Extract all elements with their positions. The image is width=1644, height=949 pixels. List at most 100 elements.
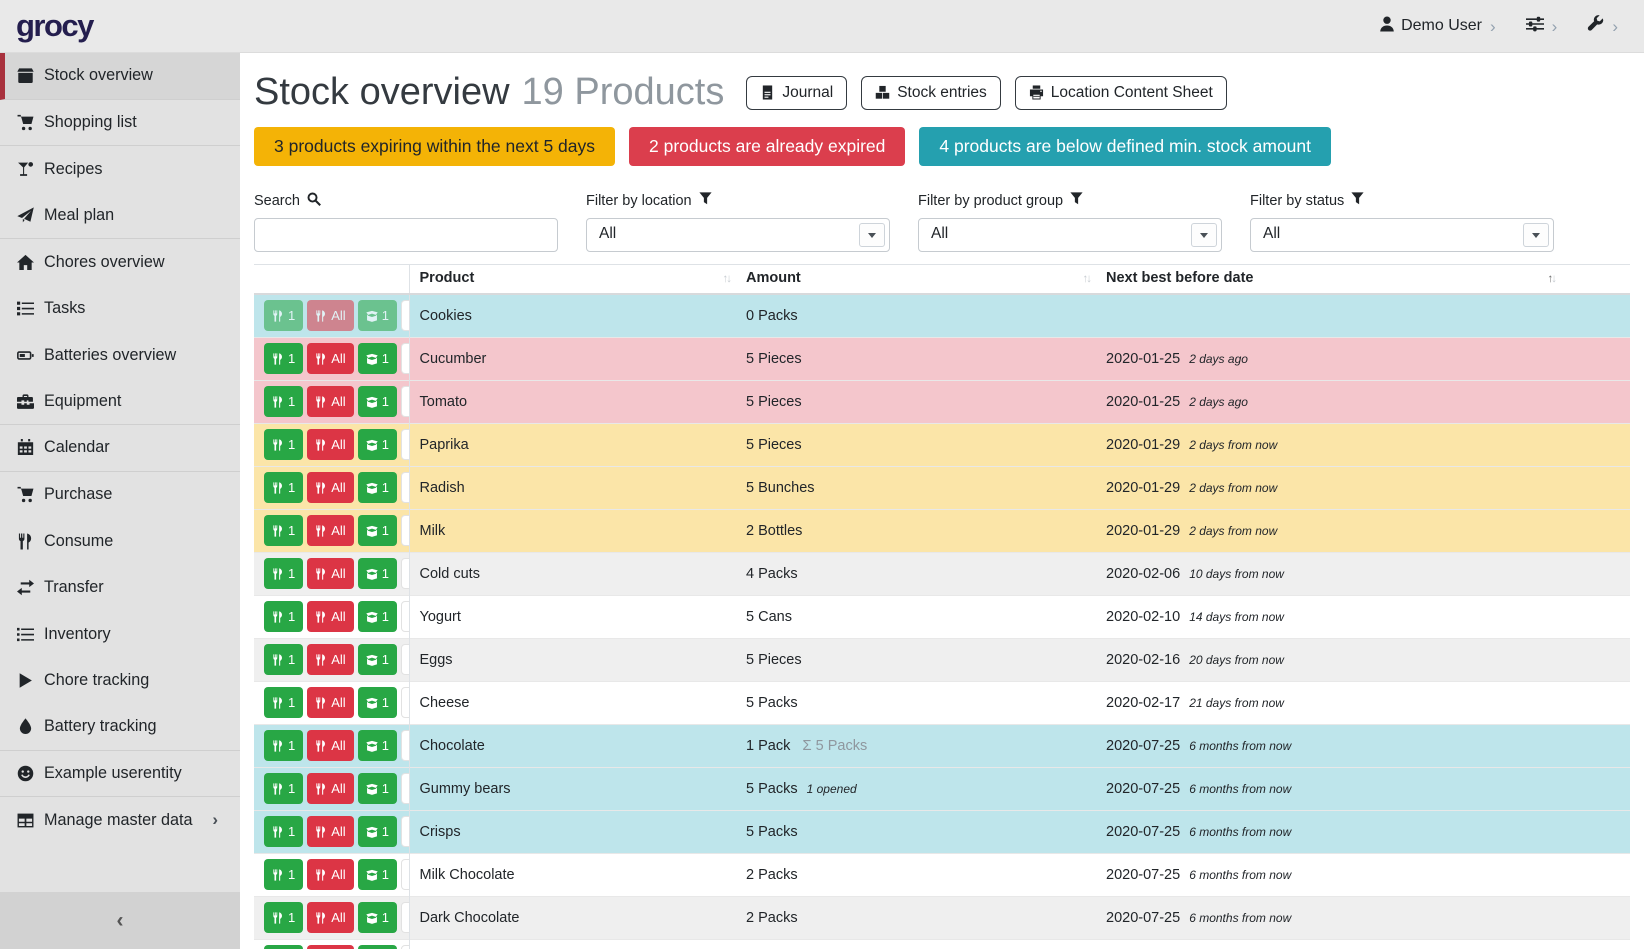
consume-all-button[interactable]: All xyxy=(307,343,354,374)
sidebar-item-tasks[interactable]: Tasks xyxy=(0,286,240,333)
consume-one-button[interactable]: 1 xyxy=(264,773,304,804)
row-menu-button[interactable]: ⋮ xyxy=(400,730,408,761)
consume-all-button[interactable]: All xyxy=(307,773,354,804)
product-cell[interactable]: Paprika xyxy=(409,422,736,466)
sidebar-item-recipes[interactable]: Recipes xyxy=(0,146,240,193)
sidebar-item-inventory[interactable]: Inventory xyxy=(0,611,240,658)
open-one-button[interactable]: 1 xyxy=(357,343,397,374)
open-one-button[interactable]: 1 xyxy=(357,429,397,460)
consume-all-button[interactable]: All xyxy=(307,472,354,503)
product-cell[interactable]: Cold cuts xyxy=(409,551,736,595)
row-menu-button[interactable]: ⋮ xyxy=(400,429,408,460)
open-one-button[interactable]: 1 xyxy=(357,687,397,718)
row-menu-button[interactable]: ⋮ xyxy=(400,515,408,546)
row-menu-button[interactable]: ⋮ xyxy=(400,859,408,890)
row-menu-button[interactable]: ⋮ xyxy=(400,816,408,847)
consume-all-button[interactable]: All xyxy=(307,429,354,460)
sidebar-item-shopping-list[interactable]: Shopping list xyxy=(0,100,240,146)
open-one-button[interactable]: 1 xyxy=(357,773,397,804)
product-cell[interactable] xyxy=(409,938,736,949)
consume-all-button[interactable]: All xyxy=(307,644,354,675)
stock-entries-button[interactable]: Stock entries xyxy=(861,75,1001,110)
product-cell[interactable]: Cucumber xyxy=(409,336,736,380)
column-header-amount[interactable]: Amount ↑↓ xyxy=(736,264,1096,295)
consume-one-button[interactable]: 1 xyxy=(264,558,304,589)
consume-all-button[interactable]: All xyxy=(307,515,354,546)
status-filter-select[interactable]: All xyxy=(1250,218,1554,252)
open-one-button[interactable]: 1 xyxy=(357,386,397,417)
open-one-button[interactable]: 1 xyxy=(357,902,397,933)
product-cell[interactable]: Radish xyxy=(409,465,736,509)
admin-menu[interactable]: › xyxy=(1587,15,1618,37)
consume-all-button[interactable]: All xyxy=(307,558,354,589)
column-header-product[interactable]: Product ↑↓ xyxy=(409,264,736,295)
open-one-button[interactable]: 1 xyxy=(357,816,397,847)
sort-icon-active[interactable]: ↑↓ xyxy=(1547,273,1557,285)
open-one-button[interactable]: 1 xyxy=(357,515,397,546)
open-one-button[interactable]: 1 xyxy=(357,730,397,761)
sidebar-item-stock-overview[interactable]: Stock overview xyxy=(0,53,240,100)
sidebar-item-manage-master-data[interactable]: Manage master data › xyxy=(0,797,240,844)
row-menu-button[interactable]: ⋮ xyxy=(400,644,408,675)
location-content-sheet-button[interactable]: Location Content Sheet xyxy=(1014,75,1227,110)
consume-all-button[interactable]: All xyxy=(307,816,354,847)
sidebar-item-chore-tracking[interactable]: Chore tracking xyxy=(0,658,240,705)
consume-one-button[interactable]: 1 xyxy=(264,429,304,460)
consume-all-button[interactable]: All xyxy=(307,902,354,933)
row-menu-button[interactable]: ⋮ xyxy=(400,386,408,417)
consume-one-button[interactable]: 1 xyxy=(264,687,304,718)
consume-one-button[interactable]: 1 xyxy=(264,515,304,546)
open-one-button[interactable]: 1 xyxy=(357,601,397,632)
consume-one-button[interactable]: 1 xyxy=(264,902,304,933)
search-input[interactable] xyxy=(255,219,557,251)
consume-one-button[interactable]: 1 xyxy=(264,343,304,374)
open-one-button[interactable]: 1 xyxy=(357,859,397,890)
consume-one-button[interactable]: 1 xyxy=(264,601,304,632)
sidebar-item-transfer[interactable]: Transfer xyxy=(0,565,240,612)
sidebar-item-example-userentity[interactable]: Example userentity xyxy=(0,751,240,797)
row-menu-button[interactable]: ⋮ xyxy=(400,300,408,332)
product-cell[interactable]: Milk xyxy=(409,508,736,552)
consume-all-button[interactable]: All xyxy=(307,859,354,890)
product-cell[interactable]: Crisps xyxy=(409,809,736,853)
consume-all-button[interactable]: All xyxy=(307,601,354,632)
row-menu-button[interactable]: ⋮ xyxy=(400,558,408,589)
consume-one-button[interactable]: 1 xyxy=(264,859,304,890)
row-menu-button[interactable]: ⋮ xyxy=(400,773,408,804)
consume-one-button[interactable]: 1 xyxy=(264,644,304,675)
consume-one-button[interactable]: 1 xyxy=(264,472,304,503)
location-filter-select[interactable]: All xyxy=(586,218,890,252)
row-menu-button[interactable]: ⋮ xyxy=(400,687,408,718)
product-cell[interactable]: Cookies xyxy=(419,307,472,324)
consume-all-button[interactable]: All xyxy=(307,300,354,332)
product-cell[interactable]: Tomato xyxy=(409,379,736,423)
product-cell[interactable]: Yogurt xyxy=(409,594,736,638)
alert-warning[interactable]: 3 products expiring within the next 5 da… xyxy=(254,127,616,166)
product-cell[interactable]: Eggs xyxy=(409,637,736,681)
row-menu-button[interactable]: ⋮ xyxy=(400,343,408,374)
journal-button[interactable]: Journal xyxy=(746,75,848,110)
consume-all-button[interactable]: All xyxy=(307,730,354,761)
sort-icon[interactable]: ↑↓ xyxy=(1082,273,1092,285)
sidebar-item-equipment[interactable]: Equipment xyxy=(0,379,240,425)
product-group-filter-select[interactable]: All xyxy=(918,218,1222,252)
open-one-button[interactable]: 1 xyxy=(357,558,397,589)
consume-one-button[interactable]: 1 xyxy=(264,386,304,417)
row-menu-button[interactable]: ⋮ xyxy=(400,902,408,933)
product-cell[interactable]: Gummy bears xyxy=(409,766,736,810)
consume-one-button[interactable]: 1 xyxy=(264,730,304,761)
row-menu-button[interactable]: ⋮ xyxy=(400,601,408,632)
sidebar-collapse-button[interactable]: ‹ xyxy=(0,892,240,949)
sidebar-item-batteries-overview[interactable]: Batteries overview xyxy=(0,332,240,379)
consume-all-button[interactable]: All xyxy=(307,687,354,718)
row-menu-button[interactable]: ⋮ xyxy=(400,945,408,949)
consume-all-button[interactable]: All xyxy=(307,386,354,417)
open-one-button[interactable]: 1 xyxy=(357,644,397,675)
alert-danger[interactable]: 2 products are already expired xyxy=(629,127,906,166)
sort-icon[interactable]: ↑↓ xyxy=(722,273,732,285)
product-cell[interactable]: Dark Chocolate xyxy=(409,895,736,939)
product-cell[interactable]: Cheese xyxy=(409,680,736,724)
open-one-button[interactable]: 1 xyxy=(357,945,397,949)
consume-one-button[interactable]: 1 xyxy=(264,945,304,949)
consume-one-button[interactable]: 1 xyxy=(264,300,304,332)
